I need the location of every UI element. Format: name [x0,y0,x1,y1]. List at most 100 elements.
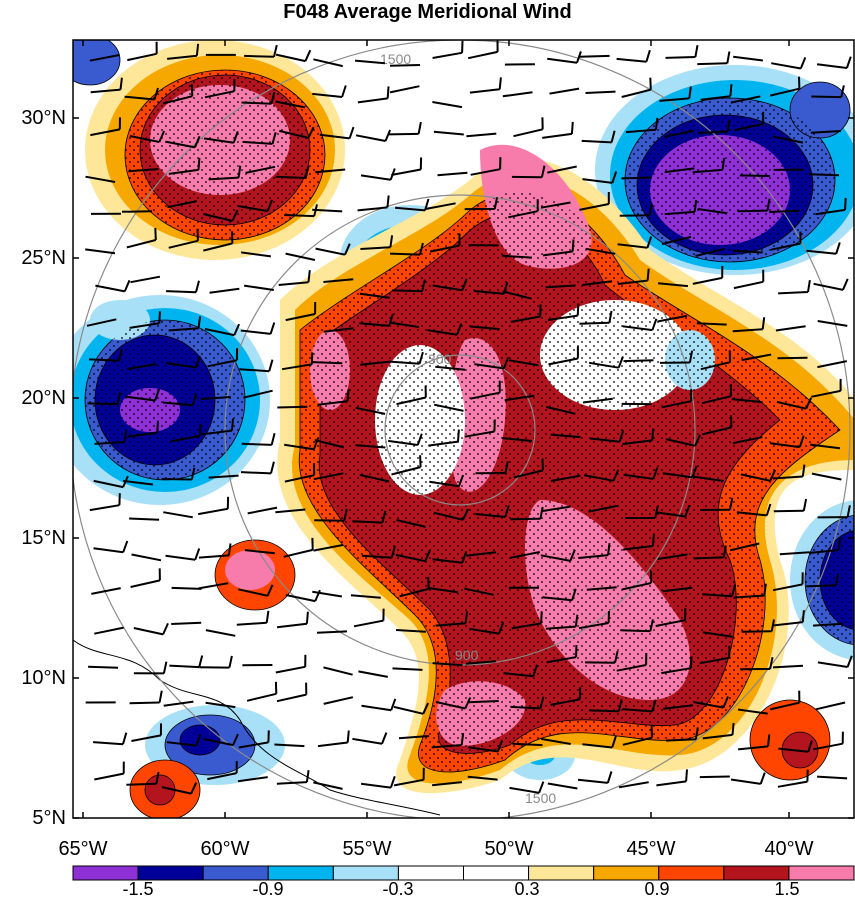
y-tick-label: 10°N [21,667,66,689]
wind-barb [433,403,464,412]
wind-barb [357,86,390,104]
wind-barb [622,534,655,551]
colorbar-swatch [788,865,855,881]
wind-barb [240,461,275,475]
wind-barb [435,611,469,627]
wind-barb [203,733,239,747]
wind-barb [391,455,422,476]
wind-barb [815,701,846,711]
wind-barb [314,439,345,449]
wind-barb [126,227,157,249]
wind-barb [429,474,465,488]
colorbar-swatch [658,865,725,881]
wind-barb [86,318,117,327]
x-tick-label: 45°W [626,838,675,860]
wind-barb [740,469,777,482]
wind-barb [433,508,470,521]
wind-barb [360,235,394,250]
wind-barb [279,126,315,139]
wind-barb [395,629,426,633]
contour-label-1500: 1500 [380,51,411,67]
wind-barb [621,176,652,180]
wind-barb [464,419,496,438]
wind-barb [130,568,161,588]
wind-barb [736,503,772,517]
wind-barb [275,49,312,63]
colorbar-swatch [202,865,269,881]
wind-barb [468,739,504,753]
wind-barb [617,236,653,249]
wind-barb [589,429,625,443]
wind-barb [163,511,193,519]
wind-barb [732,317,766,333]
wind-barb [513,117,544,138]
wind-barb [85,175,116,183]
wind-barb [732,436,763,445]
wind-barb [502,91,533,98]
wind-barb [623,359,654,363]
wind-barb [237,199,273,213]
y-tick-label: 30°N [21,107,66,129]
wind-barb [582,280,613,286]
wind-barb [466,132,497,138]
map-plot-area: 300 900 1500 1500 [73,40,854,818]
wind-barb [469,621,505,635]
wind-barb [432,662,463,667]
wind-barb [622,725,653,746]
wind-barb [313,472,344,481]
wind-barb [166,43,200,60]
wind-barb [126,771,160,786]
wind-barb [85,248,116,255]
wind-barb [778,740,813,753]
wind-barb [664,199,698,216]
colorbar-swatch [723,865,790,881]
wind-barb [771,57,807,70]
wind-barb [239,359,274,373]
wind-barb [588,356,624,369]
wind-barb [625,117,659,134]
wind-barb [545,405,576,415]
wind-barb [94,626,124,635]
wind-barb [389,321,419,328]
colorbar-swatch [528,865,595,881]
wind-barb [202,418,234,436]
wind-barb [128,168,159,173]
wind-barb [244,44,278,58]
wind-barb [432,278,468,292]
wind-barb [359,314,394,327]
wind-barb [361,698,397,712]
coastline [73,639,441,816]
wind-barb [699,775,730,779]
wind-barb [238,584,274,597]
wind-barb [512,742,543,747]
x-tick-label: 40°W [764,838,813,860]
wind-barb [93,540,129,554]
wind-barb [546,645,578,664]
wind-barb [693,696,729,709]
wind-barb [398,735,429,740]
wind-barb [275,508,306,514]
wind-barb [617,268,650,285]
wind-barb [547,303,580,321]
colorbar-label: -0.3 [382,879,413,899]
wind-barb [359,473,390,483]
wind-barb [503,664,538,678]
wind-barb [314,508,348,522]
wind-barb [278,270,311,286]
y-axis-labels: 30°N 25°N 20°N 15°N 10°N 5°N [21,107,66,829]
wind-barb [775,325,806,332]
wind-barb [465,660,496,665]
wind-barb [702,722,735,740]
wind-barb [247,506,278,515]
wind-barb [810,443,841,450]
wind-barb [393,767,425,787]
wind-barb [171,621,202,625]
wind-barb [582,171,618,184]
wind-barb [577,771,613,784]
wind-barb [94,430,128,445]
wind-barb [129,130,166,143]
wind-barb [317,389,350,406]
wind-barb [396,519,426,528]
wind-barb [432,551,468,564]
wind-barb [350,594,381,599]
